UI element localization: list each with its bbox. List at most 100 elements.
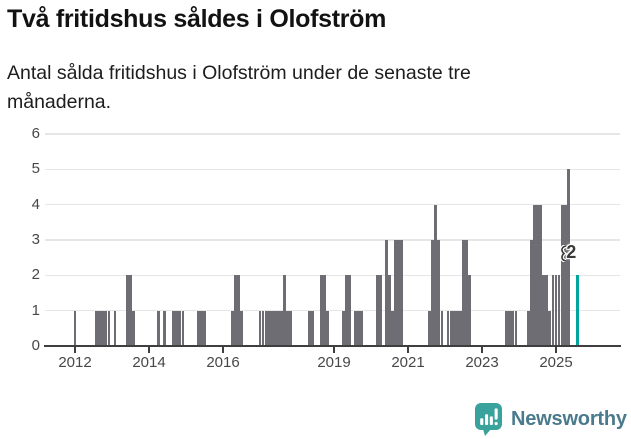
- bar: [104, 310, 108, 346]
- x-axis-tick: [481, 347, 483, 354]
- bar: [378, 275, 382, 346]
- x-tick-label: 2023: [465, 354, 499, 371]
- bar: [283, 275, 286, 346]
- grid-line: [45, 203, 620, 206]
- bar: [274, 310, 277, 346]
- value-annotation: 2: [566, 242, 577, 263]
- bar: [566, 169, 570, 346]
- bar: [326, 310, 330, 346]
- bar: [98, 310, 101, 346]
- page-title: Två fritidshus såldes i Olofström: [7, 5, 387, 33]
- grid-line: [45, 239, 620, 241]
- bar: [267, 310, 271, 346]
- bar: [508, 310, 512, 346]
- bar: [551, 275, 555, 346]
- x-tick-label: 2012: [58, 354, 92, 371]
- bar: [505, 310, 508, 346]
- bar: [258, 310, 262, 346]
- bar: [203, 310, 206, 346]
- y-tick-label: 2: [31, 266, 40, 284]
- bar: [437, 240, 441, 346]
- bar: [468, 275, 471, 346]
- x-axis-tick: [555, 347, 557, 354]
- x-tick-label: 2019: [317, 354, 351, 371]
- bar: [394, 240, 397, 346]
- bar: [132, 310, 135, 346]
- bar: [452, 310, 456, 346]
- bar: [554, 275, 558, 346]
- bar: [311, 310, 314, 346]
- bar: [101, 310, 105, 346]
- bar: [270, 310, 274, 346]
- bar: [357, 310, 360, 346]
- y-tick-label: 1: [31, 301, 40, 319]
- bar: [563, 204, 567, 346]
- bar: [233, 275, 237, 346]
- bar: [95, 310, 98, 346]
- bar: [536, 204, 539, 346]
- bar: [465, 240, 468, 346]
- bar: [172, 310, 175, 346]
- bar: [280, 310, 283, 346]
- grid-line: [45, 274, 620, 277]
- bar: [344, 275, 348, 346]
- bar: [354, 310, 357, 346]
- bar: [341, 310, 345, 346]
- bar: [446, 310, 450, 346]
- bar: [129, 275, 132, 346]
- x-tick-label: 2016: [206, 354, 240, 371]
- bar: [163, 310, 166, 346]
- bar: [348, 275, 351, 346]
- newsworthy-logo-icon: [474, 402, 503, 436]
- x-axis-tick: [222, 347, 224, 354]
- bar: [400, 240, 404, 346]
- chart-subtitle: Antal sålda fritidshus i Olofström under…: [7, 62, 471, 113]
- bar: [440, 310, 444, 346]
- bar: [107, 310, 111, 346]
- y-tick-label: 6: [31, 125, 40, 143]
- bar: [178, 310, 182, 346]
- bar: [391, 310, 394, 346]
- bar: [240, 310, 243, 346]
- bar: [511, 310, 515, 346]
- annotation-hook-icon: [558, 244, 568, 267]
- bar: [323, 275, 327, 346]
- x-tick-label: 2025: [539, 354, 573, 371]
- bar: [542, 275, 545, 346]
- x-tick-label: 2021: [391, 354, 425, 371]
- bar: [73, 310, 77, 346]
- bar: [277, 310, 280, 346]
- x-axis-tick: [148, 347, 150, 354]
- bar: [175, 310, 179, 346]
- grid-line: [45, 168, 620, 171]
- bar: [264, 310, 268, 346]
- bar: [181, 310, 185, 346]
- bar: [286, 310, 290, 346]
- bar: [557, 275, 561, 346]
- bar: [428, 310, 431, 346]
- bar: [360, 310, 364, 346]
- y-tick-label: 0: [31, 337, 40, 354]
- x-axis-tick: [333, 347, 335, 354]
- bar: [388, 275, 391, 346]
- bar: [548, 310, 552, 346]
- grid-line: [45, 309, 620, 312]
- bar: [529, 240, 533, 346]
- bar: [560, 204, 564, 346]
- bar: [156, 310, 160, 346]
- bar: [200, 310, 203, 346]
- grid-line: [45, 133, 620, 135]
- bar: [526, 310, 530, 346]
- y-tick-label: 3: [31, 231, 40, 248]
- bar: [307, 310, 311, 346]
- bar: [545, 275, 549, 346]
- bar: [196, 310, 200, 346]
- bar: [261, 310, 265, 346]
- bar: [449, 310, 453, 346]
- bar: [397, 240, 401, 346]
- x-tick-label: 2014: [132, 354, 166, 371]
- brand-name: Newsworthy: [511, 407, 627, 430]
- newsworthy-brand[interactable]: Newsworthy: [474, 402, 627, 436]
